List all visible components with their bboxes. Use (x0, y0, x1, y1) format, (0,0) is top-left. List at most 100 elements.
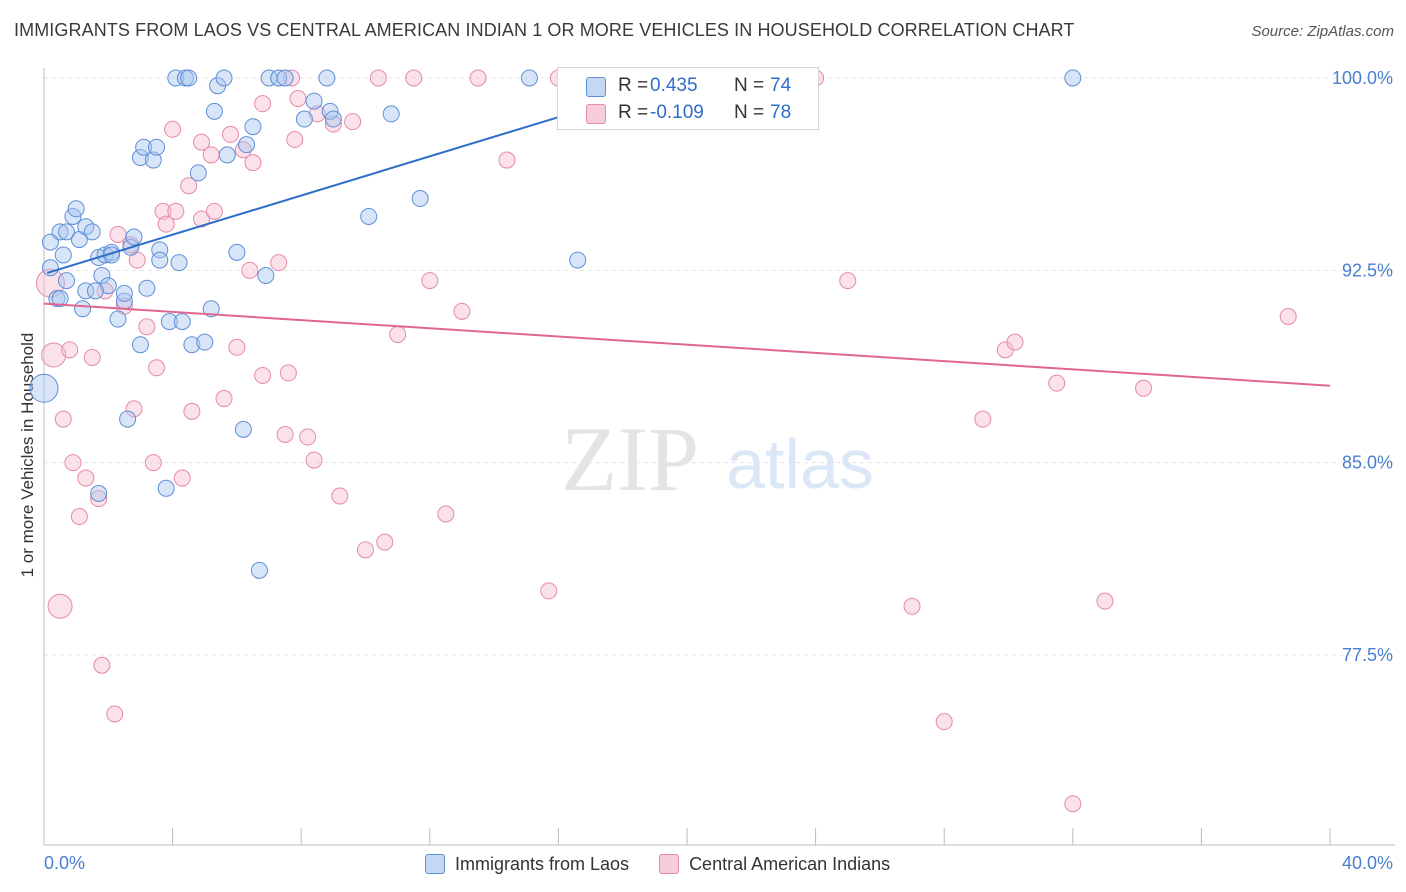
central-american-point (138, 318, 156, 336)
central-american-point (61, 341, 79, 359)
laos-point (51, 223, 69, 241)
r-label: R = (618, 75, 649, 96)
laos-point (520, 69, 538, 87)
central-american-point (389, 325, 407, 343)
laos-point (125, 228, 143, 246)
laos-point (228, 243, 246, 261)
central-american-point (148, 359, 166, 377)
central-american-point (1064, 795, 1082, 813)
n-value-laos: 74 (770, 75, 792, 96)
laos-point (83, 223, 101, 241)
central-american-point (283, 69, 301, 87)
laos-point (109, 310, 127, 328)
laos-point (569, 251, 587, 269)
central-american-point (1096, 592, 1114, 610)
central-american-point (241, 261, 259, 279)
central-american-point (215, 390, 233, 408)
central-american-point (54, 410, 72, 428)
legend-swatch-laos (425, 854, 445, 874)
watermark-zip: ZIP (561, 408, 699, 510)
laos-point (51, 290, 69, 308)
laos-point (257, 266, 275, 284)
y-tick-label: 92.5% (1342, 260, 1393, 280)
central-american-point (276, 425, 294, 443)
central-american-point (41, 342, 67, 368)
laos-point (324, 110, 342, 128)
central-american-point (193, 210, 211, 228)
laos-point (202, 300, 220, 318)
stats-row-central-american: R = -0.109 N = 78 (558, 101, 818, 127)
legend-item-laos[interactable]: Immigrants from Laos (425, 854, 629, 875)
central-american-point (90, 490, 108, 508)
central-american-point (286, 131, 304, 149)
r-label: R = (618, 102, 649, 123)
central-american-point (405, 69, 423, 87)
laos-point (148, 138, 166, 156)
central-american-point (1006, 333, 1024, 351)
laos-point (270, 69, 288, 87)
central-american-point (935, 713, 953, 731)
legend-swatch-central-american (659, 854, 680, 874)
laos-point (58, 272, 76, 290)
central-american-point (344, 113, 362, 131)
laos-point (77, 282, 95, 300)
central-american-point (305, 451, 323, 469)
stats-swatch-central-american (586, 104, 606, 124)
central-american-point (93, 656, 111, 674)
n-label: N = (734, 102, 765, 123)
central-american-point (144, 454, 162, 472)
laos-point (170, 254, 188, 272)
source-label: Source: ZipAtlas.com (1251, 23, 1394, 40)
central-american-point (106, 705, 124, 723)
legend-item-central-american[interactable]: Central American Indians (659, 854, 890, 875)
laos-point (234, 420, 252, 438)
central-american-point (1048, 374, 1066, 392)
central-american-point (157, 215, 175, 233)
laos-point (244, 118, 262, 136)
central-american-point (324, 115, 342, 133)
central-american-point (469, 69, 487, 87)
central-american-point (299, 428, 317, 446)
central-american-point (369, 69, 387, 87)
laos-point (173, 313, 191, 331)
central-american-point (1135, 379, 1153, 397)
laos-point (58, 223, 76, 241)
laos-point (183, 336, 201, 354)
central-american-point (47, 593, 73, 619)
r-value-laos: 0.435 (650, 75, 698, 96)
legend-label-laos: Immigrants from Laos (455, 853, 630, 874)
central-american-point (234, 141, 252, 159)
n-value-central-american: 78 (770, 102, 792, 123)
laos-point (196, 333, 214, 351)
laos-point (151, 251, 169, 269)
central-american-point (183, 402, 201, 420)
central-american-point (1279, 307, 1297, 325)
central-american-point (173, 469, 191, 487)
laos-point (115, 284, 133, 302)
central-american-point (109, 225, 127, 243)
central-american-point (64, 454, 82, 472)
legend: Immigrants from Laos Central American In… (425, 852, 890, 876)
laos-point (67, 200, 85, 218)
central-american-point (453, 302, 471, 320)
laos-point (382, 105, 400, 123)
y-axis-title: 1 or more Vehicles in Household (18, 333, 37, 578)
central-american-point (903, 597, 921, 615)
laos-point (29, 373, 59, 403)
n-label: N = (734, 75, 765, 96)
laos-point (41, 259, 59, 277)
x-tick-label: 0.0% (44, 853, 85, 873)
laos-point (360, 207, 378, 225)
central-american-point (70, 508, 88, 526)
central-american-point (839, 272, 857, 290)
laos-point (411, 190, 429, 208)
laos-point (157, 479, 175, 497)
laos-point (295, 110, 313, 128)
laos-point (93, 266, 111, 284)
watermark-atlas: atlas (726, 425, 874, 503)
y-tick-label: 85.0% (1342, 453, 1393, 473)
x-tick-label: 40.0% (1342, 853, 1393, 873)
y-tick-label: 100.0% (1332, 68, 1393, 88)
central-american-point (254, 95, 272, 113)
